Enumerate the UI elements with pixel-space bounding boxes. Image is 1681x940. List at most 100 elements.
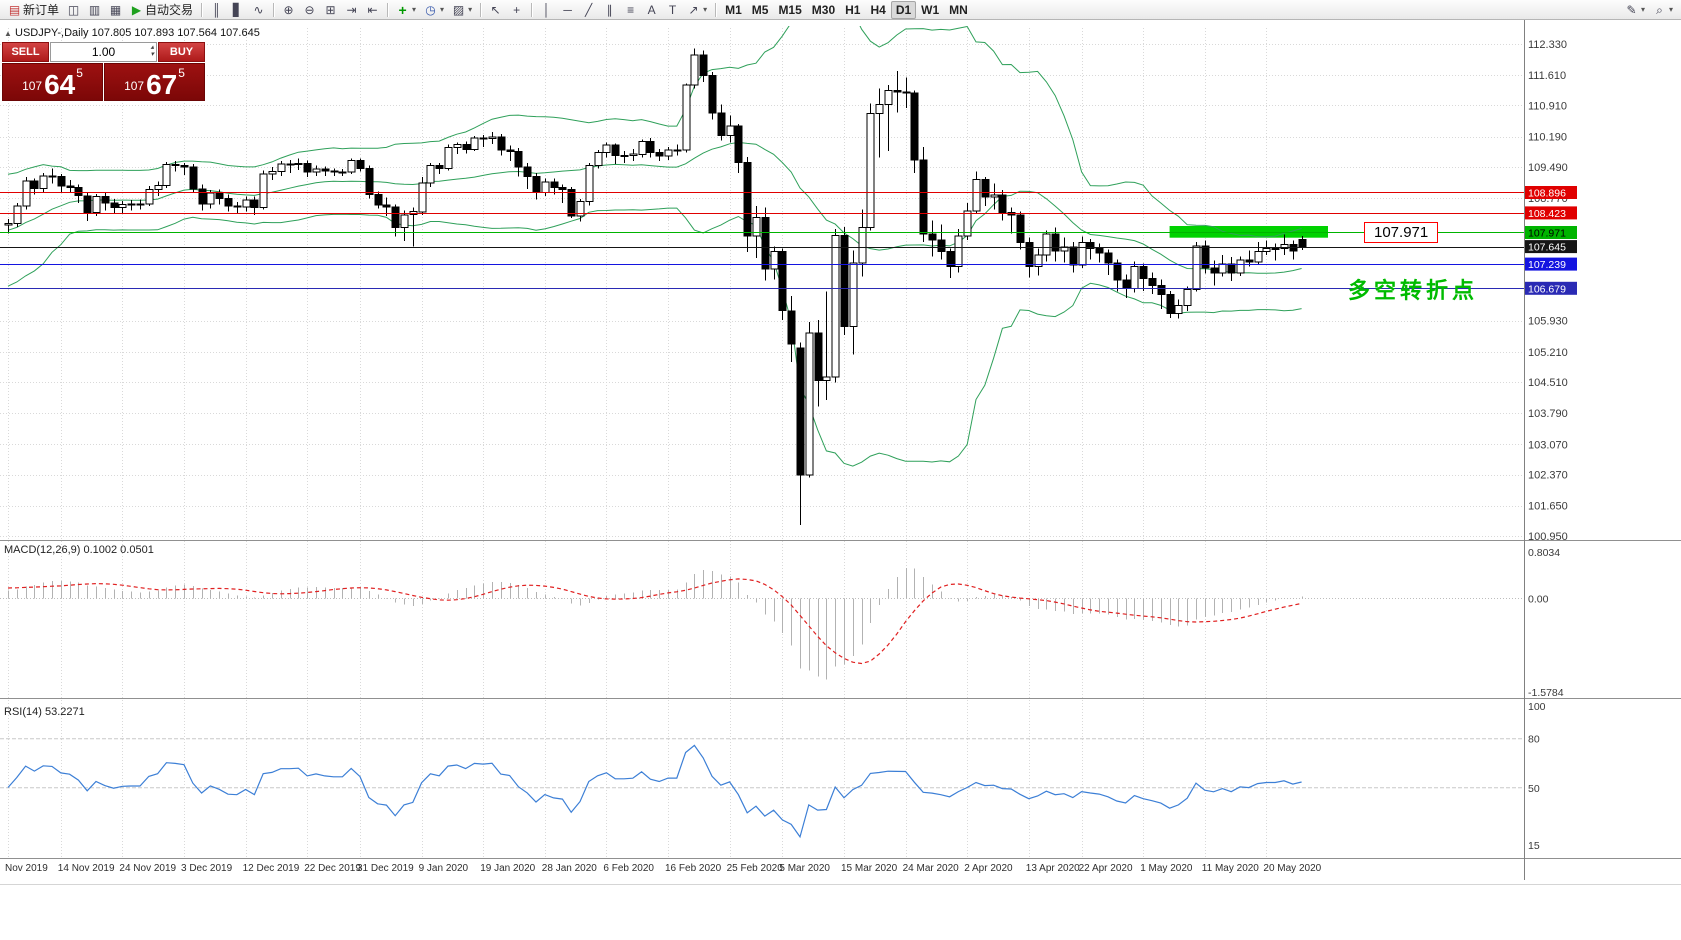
line-chart-type-button[interactable]: ∿ bbox=[248, 1, 269, 19]
svg-text:103.790: 103.790 bbox=[1528, 408, 1568, 420]
timeframe-d1-label: D1 bbox=[895, 2, 912, 17]
horizontal-line-button[interactable]: ─ bbox=[557, 1, 578, 19]
arrows-button[interactable]: ↗ ▾ bbox=[683, 1, 711, 19]
caret-down-icon: ▾ bbox=[1640, 5, 1645, 14]
charts-window-button[interactable]: ◫ bbox=[63, 1, 84, 19]
price-callout-label[interactable]: 107.971 bbox=[1364, 222, 1439, 243]
svg-text:13 Apr 2020: 13 Apr 2020 bbox=[1026, 863, 1080, 874]
chart-window[interactable]: 112.330111.610110.910110.190109.490108.7… bbox=[0, 20, 1681, 885]
label-icon: T bbox=[668, 2, 677, 17]
new-order-button-label: 新订单 bbox=[23, 3, 60, 17]
svg-text:103.070: 103.070 bbox=[1528, 439, 1568, 451]
buy-button[interactable]: BUY bbox=[158, 42, 205, 62]
panel-separators[interactable] bbox=[0, 540, 1681, 859]
sell-button[interactable]: SELL bbox=[2, 42, 49, 62]
svg-text:9 Jan 2020: 9 Jan 2020 bbox=[419, 863, 469, 874]
price-tag-107.239 bbox=[1525, 257, 1577, 271]
vline-icon: │ bbox=[542, 2, 551, 17]
hline-icon: ─ bbox=[563, 2, 572, 17]
candle-chart-type-button[interactable]: ▋ bbox=[227, 1, 248, 19]
svg-text:16 Feb 2020: 16 Feb 2020 bbox=[665, 863, 722, 874]
pencil-icon: ✎ bbox=[1626, 2, 1637, 17]
timeframe-h4[interactable]: H4 bbox=[865, 1, 890, 19]
svg-text:31 Dec 2019: 31 Dec 2019 bbox=[357, 863, 414, 874]
trendline-icon: ╱ bbox=[584, 2, 593, 17]
svg-text:11 May 2020: 11 May 2020 bbox=[1202, 863, 1260, 874]
svg-text:108.423: 108.423 bbox=[1528, 208, 1566, 220]
candles-layer bbox=[4, 48, 1307, 526]
volume-field[interactable]: 1.00 ▴ ▾ bbox=[50, 42, 157, 62]
toolbar-left-group: ▤ 新订单 ◫ ▥ ▦ ▶ 自动交易 ║ ▋ ∿ ⊕ ⊖ ⊞ ⇥ ⇤ + ▾ ◷ ▾ ▨ ▾ ↖ + │ ─ ╱ ∥ ≡ A T ↗ ▾ M1 M… bbox=[4, 0, 973, 19]
svg-text:107.645: 107.645 bbox=[1528, 242, 1566, 254]
timeframe-w1[interactable]: W1 bbox=[916, 1, 944, 19]
channel-button[interactable]: ∥ bbox=[599, 1, 620, 19]
timeframe-m30-label: M30 bbox=[811, 2, 836, 17]
caret-down-icon: ▾ bbox=[468, 5, 473, 14]
svg-text:110.910: 110.910 bbox=[1528, 100, 1567, 112]
volume-stepper[interactable]: ▴ ▾ bbox=[150, 44, 154, 58]
sell-price-box[interactable]: 107 64 5 bbox=[2, 63, 103, 101]
tile-windows-icon: ⊞ bbox=[325, 2, 336, 17]
timeframe-w1-label: W1 bbox=[921, 2, 940, 17]
text-label-button[interactable]: T bbox=[662, 1, 683, 19]
tile-windows-button[interactable]: ⊞ bbox=[320, 1, 341, 19]
volume-up-icon[interactable]: ▴ bbox=[150, 44, 154, 51]
toolbar-right-group: ✎ ▾ ⌕ ▾ bbox=[1621, 0, 1677, 19]
horizontal-lines-layer bbox=[0, 192, 1524, 289]
svg-text:105.210: 105.210 bbox=[1528, 347, 1568, 359]
line-chart-icon: ∿ bbox=[253, 2, 264, 17]
time-axis[interactable]: Nov 2019 14 Nov 2019 24 Nov 2019 3 Dec 2019… bbox=[5, 863, 1322, 874]
price-axis[interactable]: 112.330111.610110.910110.190109.490108.7… bbox=[1524, 20, 1578, 880]
chart-plot-area[interactable] bbox=[0, 26, 1524, 538]
svg-text:25 Feb 2020: 25 Feb 2020 bbox=[727, 863, 784, 874]
timeframe-m30[interactable]: M30 bbox=[807, 1, 840, 19]
data-window-button[interactable]: ▦ bbox=[105, 1, 126, 19]
svg-text:22 Dec 2019: 22 Dec 2019 bbox=[304, 863, 361, 874]
timeframe-h1-label: H1 bbox=[845, 2, 861, 17]
indicators-button[interactable]: + ▾ bbox=[392, 1, 420, 19]
svg-text:19 Jan 2020: 19 Jan 2020 bbox=[480, 863, 535, 874]
timeframe-d1[interactable]: D1 bbox=[890, 0, 917, 19]
auto-scroll-button[interactable]: ⇥ bbox=[341, 1, 362, 19]
support-zone-rectangle[interactable] bbox=[1169, 226, 1328, 238]
buy-price-box[interactable]: 107 67 5 bbox=[104, 63, 205, 101]
vertical-line-button[interactable]: │ bbox=[536, 1, 557, 19]
periods-button[interactable]: ◷ ▾ bbox=[420, 1, 448, 19]
crosshair-button[interactable]: + bbox=[506, 1, 527, 19]
timeframe-m5[interactable]: M5 bbox=[747, 1, 774, 19]
trendline-button[interactable]: ╱ bbox=[578, 1, 599, 19]
buy-price-big: 67 bbox=[146, 68, 178, 100]
cursor-button[interactable]: ↖ bbox=[485, 1, 506, 19]
zoom-in-button[interactable]: ⊕ bbox=[278, 1, 299, 19]
caret-down-icon: ▾ bbox=[703, 5, 708, 14]
timeframe-m15-label: M15 bbox=[778, 2, 802, 17]
turning-point-annotation[interactable]: 多空转折点 bbox=[1348, 278, 1479, 303]
templates-button[interactable]: ▨ ▾ bbox=[448, 1, 476, 19]
timeframe-m15[interactable]: M15 bbox=[773, 1, 806, 19]
caret-down-icon: ▾ bbox=[1668, 5, 1673, 14]
svg-text:102.370: 102.370 bbox=[1528, 470, 1568, 482]
fibonacci-button[interactable]: ≡ bbox=[620, 1, 641, 19]
price-chart[interactable]: 112.330111.610110.910110.190109.490108.7… bbox=[0, 20, 1681, 884]
timeframe-mn-label: MN bbox=[949, 2, 968, 17]
zoom-out-button[interactable]: ⊖ bbox=[299, 1, 320, 19]
timeframe-mn[interactable]: MN bbox=[944, 1, 973, 19]
bars-chart-icon: ║ bbox=[212, 2, 221, 17]
new-order-button[interactable]: ▤ 新订单 bbox=[4, 1, 63, 19]
macd-panel bbox=[0, 568, 1524, 680]
fibo-icon: ≡ bbox=[627, 2, 635, 17]
timeframe-m1[interactable]: M1 bbox=[720, 1, 747, 19]
auto-trading-button[interactable]: ▶ 自动交易 bbox=[126, 1, 197, 19]
zoom-menu-button[interactable]: ⌕ ▾ bbox=[1649, 1, 1677, 19]
sell-price-sup: 5 bbox=[76, 66, 83, 80]
profiles-button[interactable]: ▥ bbox=[84, 1, 105, 19]
volume-down-icon[interactable]: ▾ bbox=[150, 51, 154, 58]
bar-chart-type-button[interactable]: ║ bbox=[206, 1, 227, 19]
chart-shift-button[interactable]: ⇤ bbox=[362, 1, 383, 19]
svg-text:-1.5784: -1.5784 bbox=[1528, 687, 1564, 699]
text-button[interactable]: A bbox=[641, 1, 662, 19]
timeframe-h1[interactable]: H1 bbox=[840, 1, 865, 19]
draw-menu-button[interactable]: ✎ ▾ bbox=[1621, 1, 1649, 19]
svg-text:107.239: 107.239 bbox=[1528, 259, 1566, 271]
svg-text:101.650: 101.650 bbox=[1528, 501, 1568, 513]
